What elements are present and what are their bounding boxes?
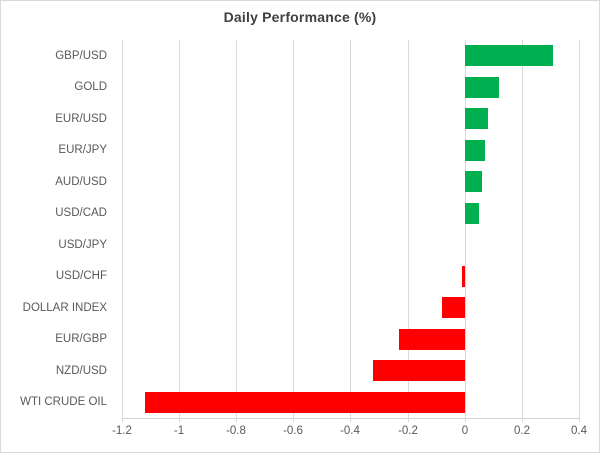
x-axis-tick-mark: [349, 418, 351, 422]
x-tick-label: -0.8: [226, 425, 246, 437]
gridline: [407, 40, 409, 418]
gridline: [578, 40, 580, 418]
chart-title: Daily Performance (%): [223, 9, 377, 25]
x-tick-label: -1.2: [112, 425, 132, 437]
x-axis-tick-mark: [178, 418, 180, 422]
x-axis-tick-mark: [235, 418, 237, 422]
bar-usd-chf: [461, 265, 465, 287]
x-tick-label: -0.6: [283, 425, 303, 437]
category-label-wti-crude-oil: WTI CRUDE OIL: [20, 396, 107, 409]
x-tick-label: -0.4: [340, 425, 360, 437]
category-labels: GBP/USD GOLD EUR/USD EUR/JPY AUD/USD USD/CAD U…: [1, 40, 111, 418]
category-label-eur-jpy: EUR/JPY: [58, 144, 107, 157]
plot-area: [121, 40, 580, 422]
x-axis-tick-mark: [292, 418, 294, 422]
x-axis-tick-mark: [121, 418, 123, 422]
category-label-gold: GOLD: [74, 81, 107, 94]
gridline: [464, 40, 466, 418]
category-label-nzd-usd: NZD/USD: [55, 364, 107, 377]
x-tick-label: 0: [461, 425, 469, 437]
bar-wti-crude-oil: [144, 391, 465, 413]
category-label-eur-usd: EUR/USD: [55, 112, 107, 125]
category-label-eur-gbp: EUR/GBP: [55, 333, 107, 346]
bar-gbp-usd: [464, 45, 554, 67]
bar-usd-cad: [464, 202, 480, 224]
gridline: [349, 40, 351, 418]
category-label-usd-chf: USD/CHF: [55, 270, 107, 283]
bar-aud-usd: [464, 171, 482, 193]
gridline: [235, 40, 237, 418]
category-label-gbp-usd: GBP/USD: [55, 49, 107, 62]
bar-eur-jpy: [464, 139, 485, 161]
bar-nzd-usd: [373, 360, 465, 382]
gridline: [178, 40, 180, 418]
x-axis-ticks: -1.2 -1 -0.8 -0.6 -0.4 -0.2 0 0.2 0.4: [112, 425, 587, 445]
bar-eur-usd: [464, 108, 488, 130]
x-tick-label: 0.4: [571, 425, 587, 437]
gridline: [521, 40, 523, 418]
category-label-dollar-index: DOLLAR INDEX: [22, 301, 107, 314]
x-tick-label: 0.2: [514, 425, 530, 437]
category-label-aud-usd: AUD/USD: [55, 175, 107, 188]
gridline: [292, 40, 294, 418]
category-label-usd-jpy: USD/JPY: [58, 238, 107, 251]
category-label-usd-cad: USD/CAD: [55, 207, 107, 220]
x-axis-tick-mark: [464, 418, 466, 422]
x-axis-tick-mark: [521, 418, 523, 422]
x-tick-label: -0.2: [398, 425, 418, 437]
x-axis-tick-mark: [578, 418, 580, 422]
bar-eur-gbp: [399, 328, 465, 350]
x-axis-tick-mark: [407, 418, 409, 422]
bar-gold: [464, 76, 500, 98]
bar-dollar-index: [441, 297, 465, 319]
gridline: [121, 40, 123, 418]
x-tick-label: -1: [173, 425, 185, 437]
